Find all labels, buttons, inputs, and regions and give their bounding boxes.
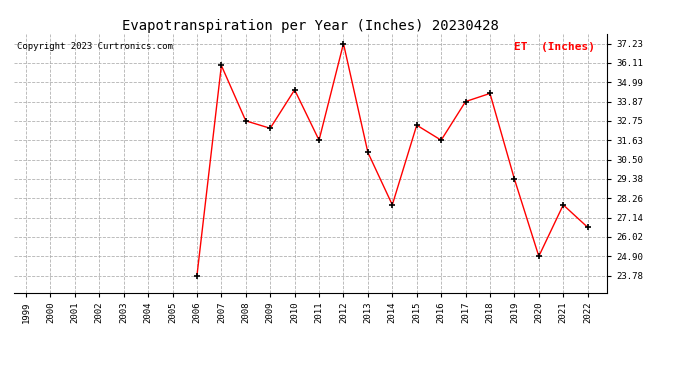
Text: ET  (Inches): ET (Inches)	[514, 42, 595, 51]
Text: Copyright 2023 Curtronics.com: Copyright 2023 Curtronics.com	[17, 42, 172, 51]
Title: Evapotranspiration per Year (Inches) 20230428: Evapotranspiration per Year (Inches) 202…	[122, 19, 499, 33]
